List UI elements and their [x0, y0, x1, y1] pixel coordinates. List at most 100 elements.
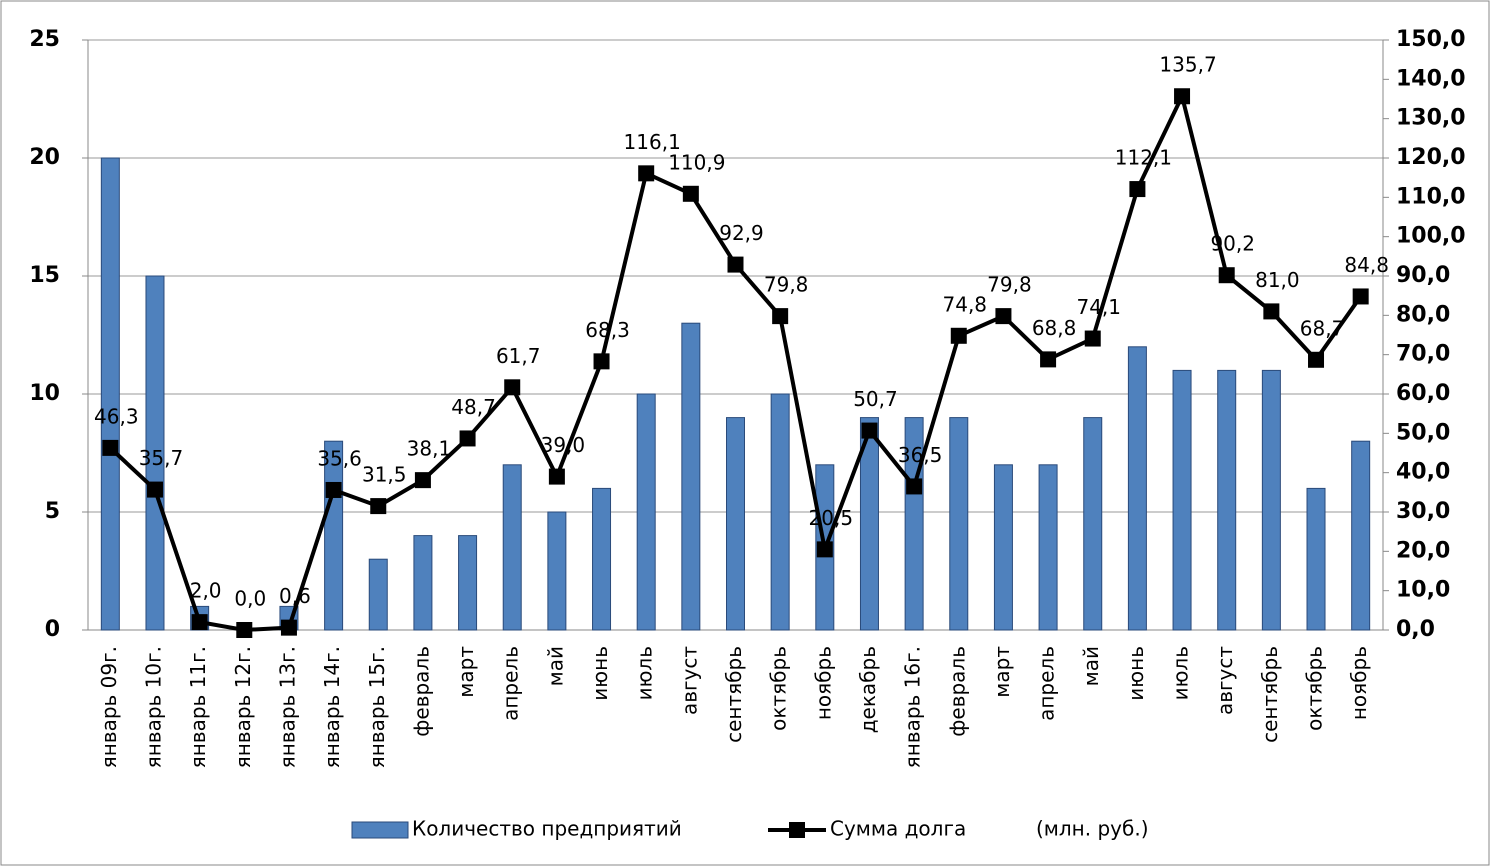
line-marker	[102, 439, 119, 456]
legend-swatch	[789, 822, 805, 838]
data-label: 112,1	[1115, 146, 1172, 170]
data-label: 0,6	[279, 584, 311, 608]
bar	[502, 464, 522, 631]
legend-swatch	[351, 821, 409, 839]
line-marker	[1352, 288, 1369, 305]
data-label: 46,3	[94, 404, 139, 428]
bar	[726, 417, 745, 631]
x-tick-label: февраль	[945, 646, 969, 737]
y2-tick-label: 110,0	[1396, 184, 1466, 209]
data-label: 35,6	[317, 446, 362, 470]
data-label: 74,8	[943, 292, 988, 316]
line-marker	[1218, 267, 1235, 284]
data-label: 84,8	[1344, 253, 1389, 277]
x-tick-label: январь 16г.	[901, 646, 925, 768]
y2-tick-label: 70,0	[1396, 342, 1450, 367]
line-marker	[1129, 181, 1146, 198]
bar	[636, 393, 656, 631]
line-marker	[325, 481, 342, 498]
line-marker	[548, 468, 565, 485]
line-marker	[1263, 303, 1280, 320]
line-marker	[861, 422, 878, 439]
data-label: 61,7	[496, 344, 541, 368]
data-label: 79,8	[764, 273, 809, 297]
line-marker	[772, 308, 789, 325]
line-marker	[459, 430, 476, 447]
data-label: 20,5	[809, 506, 854, 530]
line-marker	[950, 327, 967, 344]
x-tick-label: январь 13г.	[275, 646, 299, 768]
data-label: 31,5	[362, 463, 407, 487]
data-label: 92,9	[719, 221, 764, 245]
line-marker	[995, 308, 1012, 325]
bar	[1217, 369, 1237, 631]
x-tick-label: март	[990, 646, 1014, 698]
x-tick-label: сентябрь	[1258, 646, 1282, 743]
y-tick-label: 20	[29, 145, 60, 170]
x-tick-label: апрель	[1035, 646, 1059, 721]
x-tick-label: сентябрь	[722, 646, 746, 743]
data-label: 90,2	[1210, 232, 1255, 256]
data-label: 116,1	[624, 130, 681, 154]
bar	[949, 417, 969, 631]
y2-tick-label: 140,0	[1396, 66, 1466, 91]
x-tick-label: ноябрь	[1347, 646, 1371, 720]
x-tick-label: апрель	[499, 646, 523, 721]
data-label: 36,5	[898, 443, 943, 467]
bar	[145, 275, 165, 631]
y2-tick-label: 90,0	[1396, 263, 1450, 288]
line-marker	[280, 619, 297, 636]
y2-tick-label: 10,0	[1396, 578, 1450, 603]
line-marker	[906, 478, 923, 495]
data-label: 68,8	[1032, 316, 1077, 340]
bar	[458, 535, 478, 631]
data-label: 50,7	[853, 387, 898, 411]
x-tick-label: октябрь	[767, 646, 791, 731]
line-marker	[1040, 351, 1057, 368]
x-tick-label: ноябрь	[811, 646, 835, 720]
data-label: 74,1	[1076, 295, 1121, 319]
line-marker	[504, 379, 521, 396]
y2-tick-label: 60,0	[1396, 381, 1450, 406]
y2-tick-label: 50,0	[1396, 420, 1450, 445]
bar	[592, 487, 612, 631]
x-tick-label: май	[543, 646, 567, 686]
legend-note: (млн. руб.)	[1036, 817, 1149, 841]
x-tick-label: июнь	[588, 646, 612, 701]
x-tick-label: июль	[633, 646, 657, 700]
data-label: 68,7	[1300, 316, 1345, 340]
bar	[368, 558, 388, 631]
bar	[1351, 440, 1371, 631]
line-marker	[727, 256, 744, 273]
bar	[1261, 369, 1281, 631]
x-tick-label: январь 12г.	[231, 646, 255, 768]
x-tick-label: январь 15г.	[365, 646, 389, 768]
y-tick-label: 5	[45, 499, 60, 524]
bar	[993, 464, 1013, 631]
line-marker	[370, 498, 387, 515]
y2-tick-label: 40,0	[1396, 460, 1450, 485]
line-marker	[1084, 330, 1101, 347]
bar	[547, 511, 567, 631]
y2-tick-label: 120,0	[1396, 145, 1466, 170]
data-label: 38,1	[407, 437, 452, 461]
y-tick-label: 25	[29, 27, 60, 52]
data-label: 79,8	[987, 273, 1032, 297]
bar	[413, 535, 433, 631]
x-tick-label: январь 14г.	[320, 646, 344, 768]
line-marker	[236, 622, 253, 638]
y2-tick-label: 0,0	[1396, 617, 1435, 642]
y2-tick-label: 150,0	[1396, 27, 1466, 52]
x-tick-label: октябрь	[1303, 646, 1327, 731]
bar	[770, 393, 790, 631]
data-label: 48,7	[451, 395, 496, 419]
line-marker	[682, 185, 699, 202]
y-tick-label: 0	[45, 617, 60, 642]
x-tick-label: март	[454, 646, 478, 698]
y2-tick-label: 20,0	[1396, 538, 1450, 563]
x-tick-label: июль	[1169, 646, 1193, 700]
data-label: 68,3	[585, 318, 630, 342]
y-tick-label: 15	[29, 263, 60, 288]
y2-tick-label: 80,0	[1396, 302, 1450, 327]
bar	[1083, 417, 1103, 631]
